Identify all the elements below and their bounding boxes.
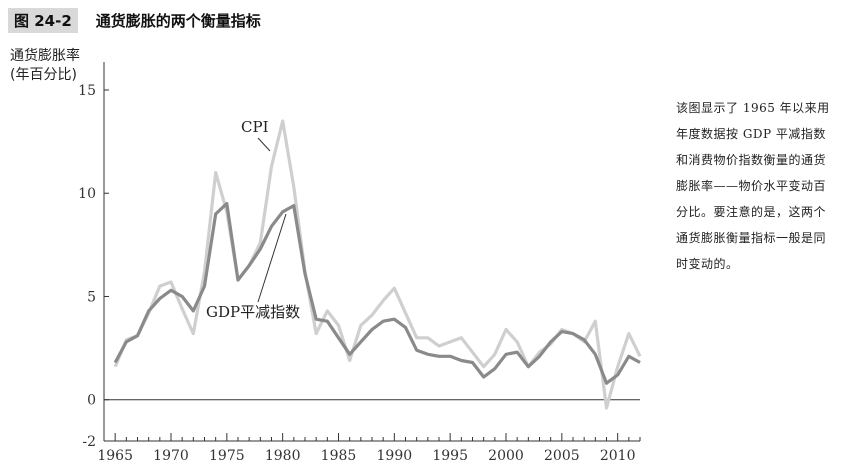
annotation-cpi: CPI <box>241 118 269 136</box>
series-line-gdp-deflator <box>113 202 641 385</box>
x-tick-label: 2005 <box>544 448 580 464</box>
x-tick-label: 1970 <box>153 448 189 464</box>
annotation-gdp-leader <box>257 213 287 303</box>
y-axis-label: 通货膨胀率 <box>10 47 80 64</box>
x-tick-label: 2010 <box>600 448 636 464</box>
y-tick-label: 0 <box>87 393 96 409</box>
y-tick-label: -2 <box>82 434 96 450</box>
figure-header: 图 24-2 通货膨胀的两个衡量指标 <box>8 8 261 33</box>
annotation-cpi-leader <box>257 137 271 152</box>
y-tick-label: 10 <box>78 186 96 202</box>
annotation-gdp-deflator: GDP平减指数 <box>206 303 300 321</box>
y-tick-label: 5 <box>87 289 96 305</box>
figure-caption-note: 该图显示了 1965 年以来用年度数据按 GDP 平减指数和消费物价指数衡量的通… <box>676 101 830 271</box>
y-tick-label: 15 <box>78 83 96 99</box>
figure-number: 图 24-2 <box>8 8 78 33</box>
y-axis-label: (年百分比) <box>10 67 77 83</box>
figure-title: 通货膨胀的两个衡量指标 <box>95 12 261 30</box>
series-line-cpi <box>113 119 642 410</box>
x-tick-label: 1995 <box>432 448 468 464</box>
x-tick-label: 1965 <box>97 448 133 464</box>
x-tick-label: 1990 <box>377 448 413 464</box>
x-tick-label: 1980 <box>265 448 301 464</box>
x-tick-label: 2000 <box>488 448 524 464</box>
inflation-line-chart: 通货膨胀率 (年百分比) -2 0 5 10 15 1965 1970 1975 1980 1985 1… <box>10 47 642 464</box>
x-tick-label: 1975 <box>209 448 245 464</box>
x-tick-label: 1985 <box>321 448 357 464</box>
